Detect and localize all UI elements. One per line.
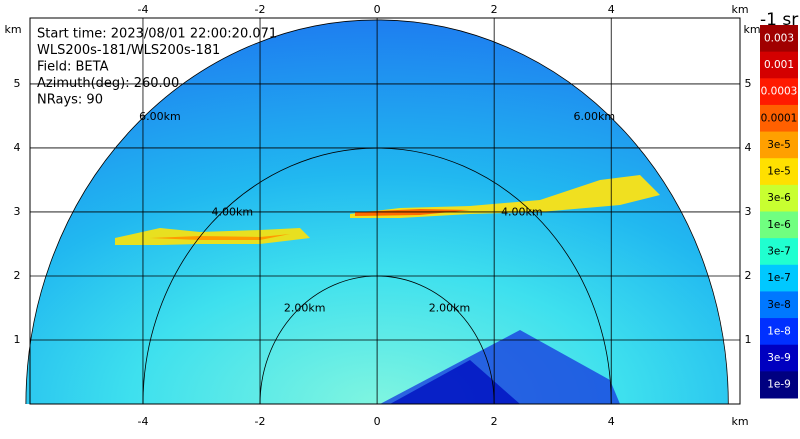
colorbar-segment xyxy=(760,238,798,266)
colorbar-unit: -1 sr xyxy=(760,10,798,30)
scan-info: NRays: 90 xyxy=(37,93,103,108)
x-tick-label-bottom: 2 xyxy=(491,415,498,428)
colorbar-label: 1e-5 xyxy=(767,166,791,178)
x-tick-label-bottom: -2 xyxy=(255,415,266,428)
x-tick-label-bottom: 4 xyxy=(608,415,615,428)
colorbar-segment xyxy=(760,211,798,239)
colorbar-label: 3e-7 xyxy=(767,245,791,257)
colorbar-label: 0.0001 xyxy=(761,112,798,124)
colorbar-label: 0.0003 xyxy=(761,86,798,98)
colorbar-label: 3e-8 xyxy=(767,299,791,311)
colorbar-label: 3e-6 xyxy=(767,192,791,204)
colorbar-label: 0.003 xyxy=(764,32,794,44)
colorbar-label: 1e-7 xyxy=(767,272,791,284)
y-tick-label-left: 2 xyxy=(14,269,21,282)
x-tick-label-top: 4 xyxy=(608,3,615,16)
x-tick-label-top: -2 xyxy=(255,3,266,16)
colorbar-segment xyxy=(760,264,798,292)
y-tick-label-left: 4 xyxy=(14,141,21,154)
y-tick-label-left: 5 xyxy=(14,77,21,90)
colorbar-segment xyxy=(760,51,798,79)
colorbar-label: 1e-9 xyxy=(767,379,791,391)
axis-unit: km xyxy=(4,23,21,36)
range-ring-label: 2.00km xyxy=(284,301,326,314)
x-tick-label-top: -4 xyxy=(137,3,148,16)
y-tick-label-right: 2 xyxy=(745,269,752,282)
y-tick-label-left: 1 xyxy=(14,333,21,346)
colorbar-label: 3e-9 xyxy=(767,352,791,364)
colorbar-segment xyxy=(760,25,798,53)
scan-info: Azimuth(deg): 260.00 xyxy=(37,76,179,91)
axis-unit: km xyxy=(731,3,748,16)
scan-info: WLS200s-181/WLS200s-181 xyxy=(37,43,220,58)
axis-unit: km xyxy=(743,23,760,36)
range-ring-label: 6.00km xyxy=(139,110,181,123)
y-tick-label-right: 3 xyxy=(745,205,752,218)
colorbar-segment xyxy=(760,158,798,186)
range-ring-label: 6.00km xyxy=(573,110,615,123)
y-tick-label-right: 5 xyxy=(745,77,752,90)
axis-unit: km xyxy=(731,415,748,428)
colorbar-segment xyxy=(760,371,798,399)
x-tick-label-top: 2 xyxy=(491,3,498,16)
colorbar-segment xyxy=(760,291,798,319)
colorbar-segment xyxy=(760,184,798,212)
plot-frame xyxy=(29,17,741,405)
y-tick-label-right: 4 xyxy=(745,141,752,154)
colorbar-segment xyxy=(760,131,798,159)
colorbar-segment xyxy=(760,344,798,372)
colorbar-label: 0.001 xyxy=(764,59,794,71)
x-tick-label-bottom: 0 xyxy=(374,415,381,428)
y-tick-label-left: 3 xyxy=(14,205,21,218)
y-tick-label-right: 1 xyxy=(745,333,752,346)
x-tick-label-bottom: -4 xyxy=(137,415,148,428)
colorbar-segment xyxy=(760,78,798,106)
colorbar-label: 1e-8 xyxy=(767,325,791,337)
colorbar-segment xyxy=(760,318,798,346)
x-tick-label-top: 0 xyxy=(374,3,381,16)
scan-info: Start time: 2023/08/01 22:00:20.071 xyxy=(37,27,277,42)
colorbar-segment xyxy=(760,104,798,133)
colorbar-label: 1e-6 xyxy=(767,219,791,231)
range-ring-label: 2.00km xyxy=(429,301,471,314)
colorbar-label: 3e-5 xyxy=(767,139,791,151)
scan-info: Field: BETA xyxy=(37,60,109,75)
